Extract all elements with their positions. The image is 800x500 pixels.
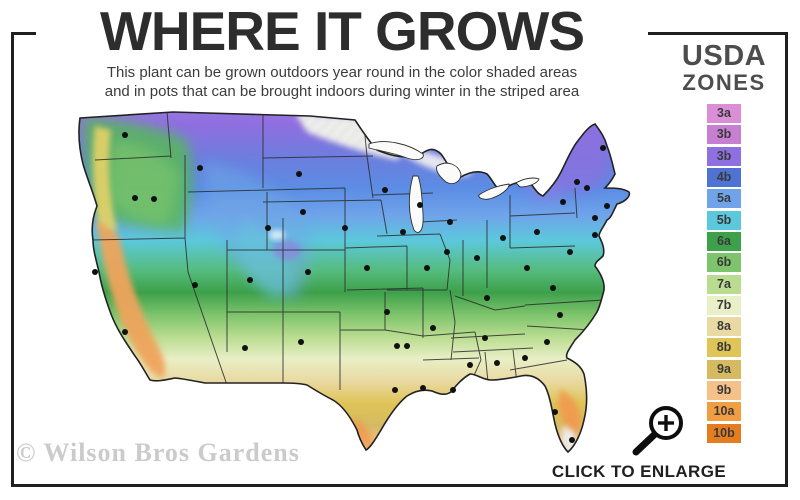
city-dot bbox=[384, 309, 390, 315]
city-dot bbox=[569, 437, 575, 443]
city-dot bbox=[420, 385, 426, 391]
zone-swatch-10b: 10b bbox=[707, 423, 741, 443]
city-dot bbox=[494, 360, 500, 366]
city-dot bbox=[305, 269, 311, 275]
city-dot bbox=[382, 187, 388, 193]
zone-swatch-8b: 8b bbox=[707, 338, 741, 358]
city-dot bbox=[122, 132, 128, 138]
city-dots bbox=[92, 132, 610, 443]
great-lakes bbox=[368, 141, 540, 233]
zone-swatch-8a: 8a bbox=[707, 317, 741, 337]
florida-orange bbox=[558, 390, 581, 440]
zoom-in-icon bbox=[632, 406, 683, 456]
zone-swatch-4b: 4b bbox=[707, 168, 741, 188]
city-dot bbox=[560, 199, 566, 205]
city-dot bbox=[430, 325, 436, 331]
zone-swatch-5b: 5b bbox=[707, 210, 741, 230]
subtitle-line-1: This plant can be grown outdoors year ro… bbox=[106, 64, 578, 81]
zone-swatch-10a: 10a bbox=[707, 402, 741, 422]
zone-swatch-6a: 6a bbox=[707, 231, 741, 251]
zone-swatch-5a: 5a bbox=[707, 189, 741, 209]
city-dot bbox=[300, 209, 306, 215]
zone-swatch-7a: 7a bbox=[707, 274, 741, 294]
city-dot bbox=[552, 409, 558, 415]
page-title: WHERE IT GROWS bbox=[99, 0, 585, 62]
city-dot bbox=[600, 145, 606, 151]
zone-swatch-9b: 9b bbox=[707, 381, 741, 401]
header: WHERE IT GROWS This plant can be grown o… bbox=[36, 0, 648, 104]
city-dot bbox=[567, 249, 573, 255]
lake-ontario bbox=[515, 177, 540, 188]
city-dot bbox=[592, 215, 598, 221]
city-dot bbox=[197, 165, 203, 171]
city-dot bbox=[265, 225, 271, 231]
city-dot bbox=[296, 171, 302, 177]
city-dot bbox=[342, 225, 348, 231]
subtitle-line-2: and in pots that can be brought indoors … bbox=[104, 82, 580, 100]
city-dot bbox=[467, 362, 473, 368]
usa-zone-map[interactable] bbox=[55, 100, 665, 470]
legend-heading-usda: USDA bbox=[681, 40, 767, 72]
city-dot bbox=[400, 229, 406, 235]
south-texas-orange-tip bbox=[351, 418, 373, 450]
zone-swatch-3b: 3b bbox=[707, 146, 741, 166]
watermark: © Wilson Bros Gardens bbox=[16, 438, 300, 467]
city-dot bbox=[500, 235, 506, 241]
city-dot bbox=[534, 229, 540, 235]
city-dot bbox=[550, 285, 556, 291]
city-dot bbox=[417, 202, 423, 208]
city-dot bbox=[522, 355, 528, 361]
pnw-light-green bbox=[108, 140, 179, 226]
city-dot bbox=[574, 179, 580, 185]
city-dot bbox=[474, 255, 480, 261]
city-dot bbox=[484, 295, 490, 301]
city-dot bbox=[450, 387, 456, 393]
city-dot bbox=[392, 387, 398, 393]
city-dot bbox=[444, 249, 450, 255]
zone-list: 3a 3b 3b 4b 5a 5b 6a 6b 7a 7b 8a 8b 9a 9b 10a 10b bbox=[707, 104, 741, 443]
zone-swatch-3a: 3a bbox=[707, 104, 741, 124]
city-dot bbox=[132, 195, 138, 201]
state-boundaries bbox=[90, 112, 604, 390]
city-dot bbox=[151, 196, 157, 202]
lake-superior bbox=[368, 141, 424, 161]
subtitle: This plant can be grown outdoors year ro… bbox=[36, 64, 648, 102]
lake-erie bbox=[478, 183, 510, 200]
us-outline bbox=[78, 111, 631, 454]
click-to-enlarge[interactable]: CLICK TO ENLARGE bbox=[540, 400, 738, 482]
city-dot bbox=[544, 339, 550, 345]
city-dot bbox=[247, 277, 253, 283]
legend-heading-zones: ZONES bbox=[682, 70, 766, 95]
city-dot bbox=[524, 265, 530, 271]
city-dot bbox=[92, 269, 98, 275]
city-dot bbox=[584, 185, 590, 191]
wyoming-white-spot bbox=[269, 230, 285, 240]
city-dot bbox=[192, 282, 198, 288]
zone-swatch-7b: 7b bbox=[707, 295, 741, 315]
city-dot bbox=[364, 265, 370, 271]
city-dot bbox=[482, 335, 488, 341]
rockies-cyan-blob bbox=[237, 220, 295, 299]
zone-swatch-3b: 3b bbox=[707, 125, 741, 145]
city-dot bbox=[298, 339, 304, 345]
city-dot bbox=[122, 329, 128, 335]
city-dot bbox=[424, 265, 430, 271]
zone-swatch-9a: 9a bbox=[707, 359, 741, 379]
city-dot bbox=[242, 345, 248, 351]
city-dot bbox=[557, 312, 563, 318]
usda-zones-legend: USDA ZONES 3a 3b 3b 4b 5a 5b 6a 6b 7a 7b 8a 8b 9a 9b 1… bbox=[660, 42, 788, 445]
lake-huron bbox=[436, 162, 462, 185]
city-dot bbox=[404, 343, 410, 349]
enlarge-label: CLICK TO ENLARGE bbox=[551, 462, 727, 481]
lake-michigan bbox=[408, 175, 424, 233]
city-dot bbox=[604, 203, 610, 209]
zone-swatch-6b: 6b bbox=[707, 253, 741, 273]
city-dot bbox=[394, 343, 400, 349]
city-dot bbox=[592, 232, 598, 238]
coast-yellow-strip bbox=[92, 126, 117, 233]
california-orange-strip bbox=[97, 220, 166, 378]
city-dot bbox=[447, 219, 453, 225]
